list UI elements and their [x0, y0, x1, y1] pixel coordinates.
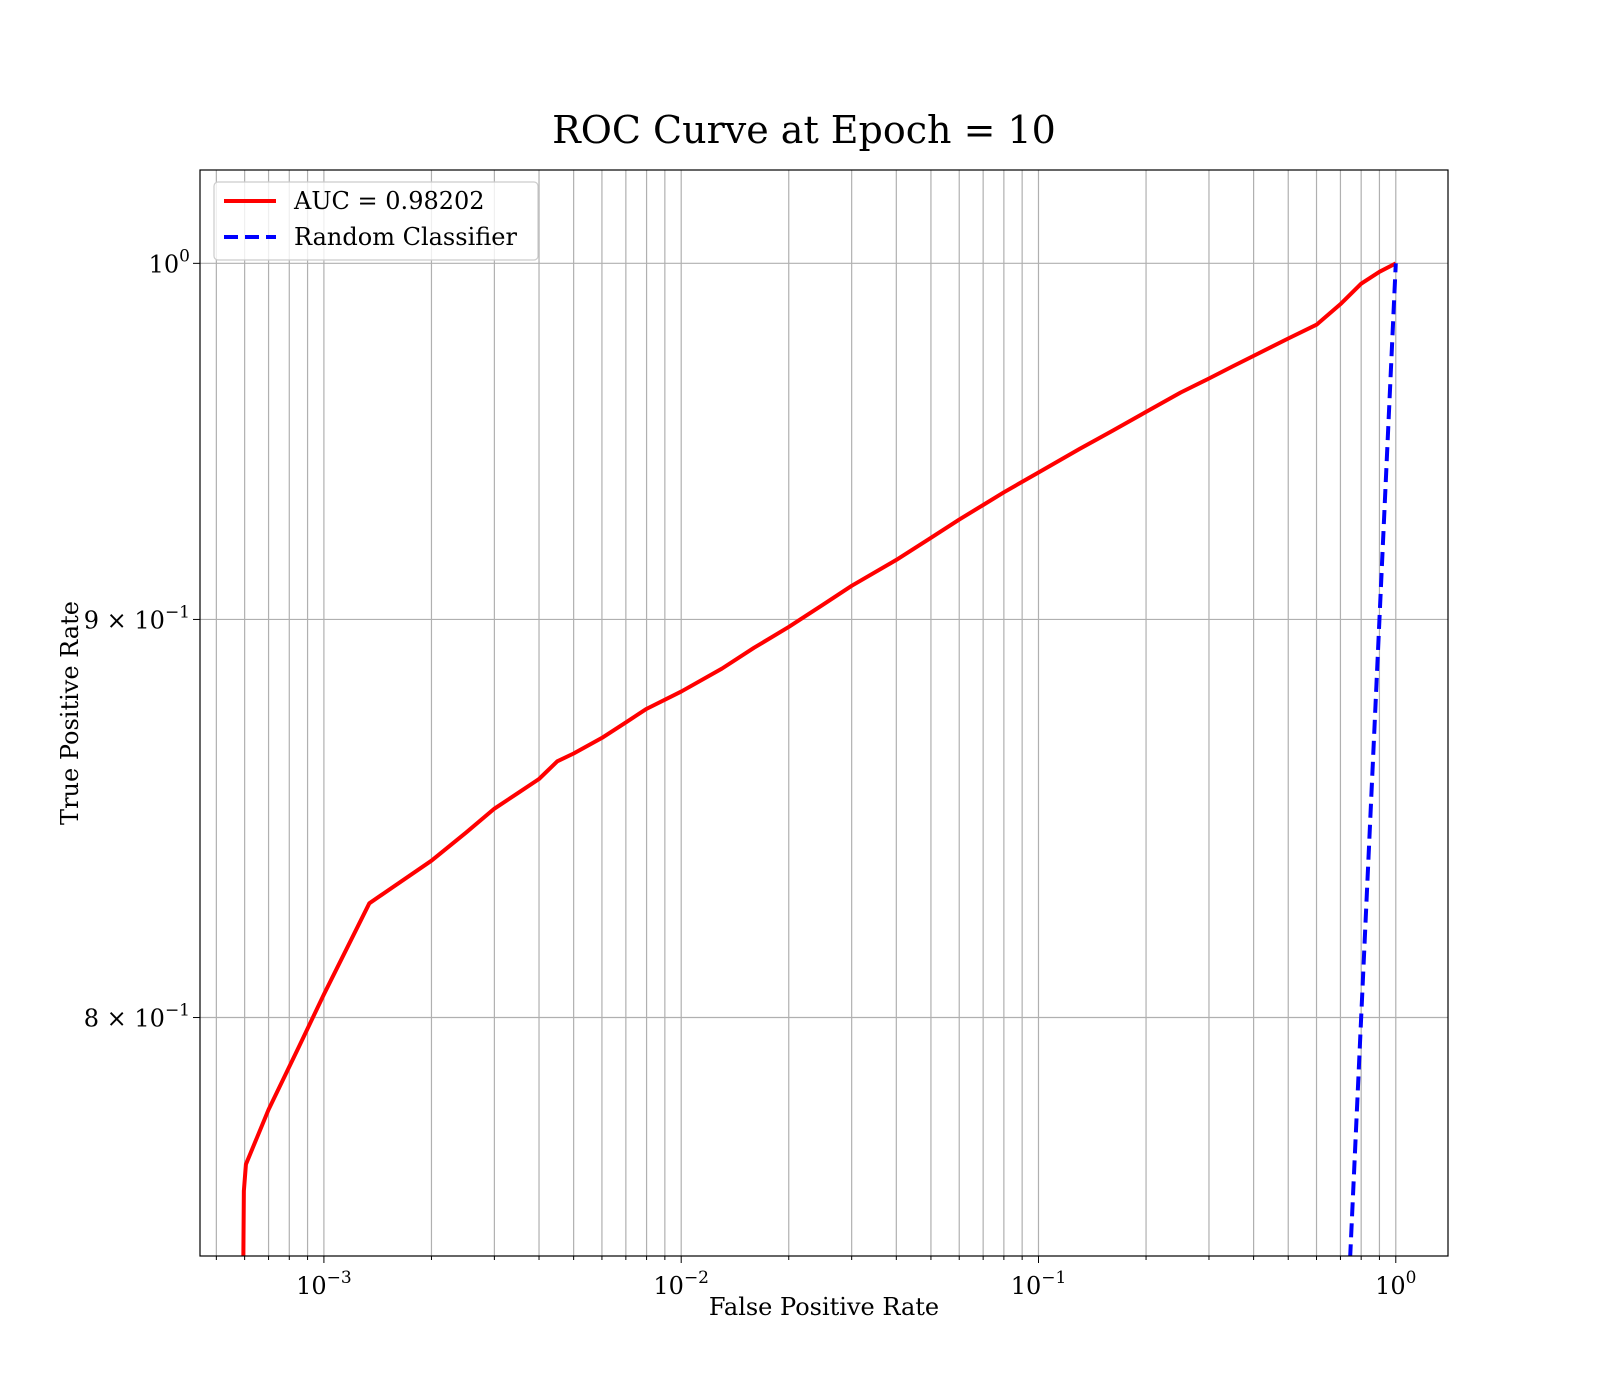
y-tick-label: 100: [149, 246, 190, 278]
grid: [200, 170, 1448, 1256]
ticks: 10−3 10−2 10−1 100 8 × 10−1 9 × 10−1 100: [84, 246, 1417, 1300]
plot-frame: [199, 169, 1449, 1257]
legend-box: [213, 181, 539, 261]
random-classifier-line: [1348, 263, 1398, 1256]
x-tick-label: 100: [1375, 1268, 1416, 1300]
chart-title: ROC Curve at Epoch = 10: [552, 108, 1056, 152]
y-tick-label: 8 × 10−1: [84, 1001, 190, 1033]
y-tick-label: 9 × 10−1: [84, 602, 190, 634]
x-axis-label: False Positive Rate: [709, 1293, 939, 1321]
x-tick-label: 10−2: [653, 1268, 709, 1300]
x-tick-label: 10−3: [296, 1268, 352, 1300]
x-tick-label: 10−1: [1011, 1268, 1067, 1300]
roc-curve-line: [241, 261, 1397, 1256]
y-axis-label: True Positive Rate: [56, 601, 84, 825]
legend-label-auc: AUC = 0.98202: [293, 187, 485, 215]
legend-label-random: Random Classifier: [294, 223, 517, 251]
legend: AUC = 0.98202 Random Classifier: [213, 181, 539, 261]
series-layer: [241, 261, 1398, 1256]
